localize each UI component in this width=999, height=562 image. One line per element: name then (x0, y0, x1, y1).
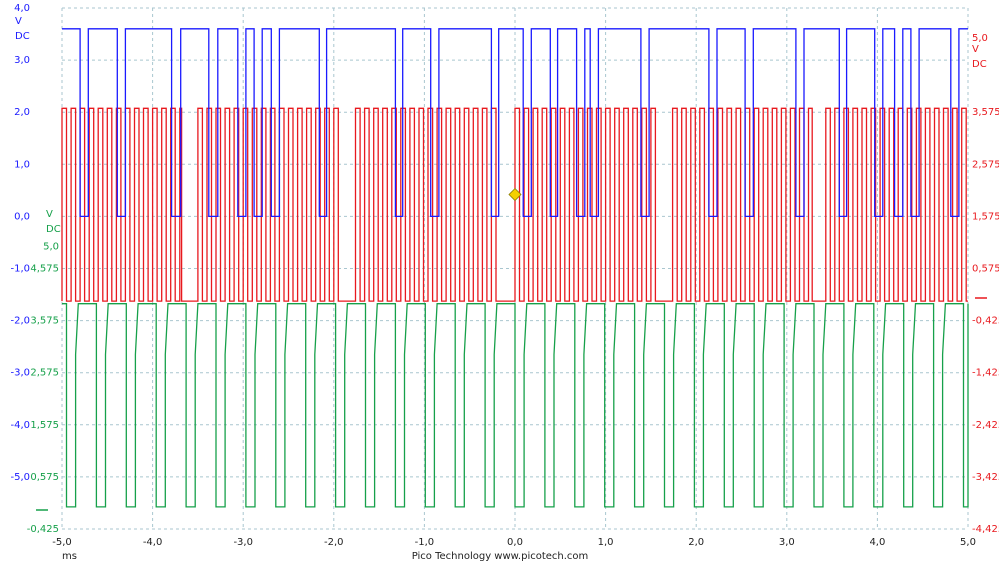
x-tick-label: -2,0 (324, 537, 344, 548)
trigger-marker (508, 187, 522, 202)
axis-coupling: DC (972, 59, 987, 70)
x-axis-label: ms (62, 551, 77, 562)
y-tick-label: 3,0 (14, 55, 30, 66)
y-tick-label: -5,0 (10, 472, 30, 483)
x-tick-label: -1,0 (415, 537, 435, 548)
y-tick-label: 4,575 (30, 264, 59, 275)
x-tick-label: -4,0 (143, 537, 163, 548)
y-tick-label: 0,575 (30, 472, 59, 483)
y-tick-label: 1,575 (30, 420, 59, 431)
axis-coupling: DC (15, 31, 30, 42)
y-tick-label: 3,575 (30, 316, 59, 327)
axis-unit: V (972, 44, 979, 55)
x-tick-label: 4,0 (869, 537, 885, 548)
y-tick-label: 2,575 (972, 159, 999, 170)
waveform (62, 28, 968, 218)
y-tick-label: -2,0 (10, 316, 30, 327)
x-tick-label: 0,0 (507, 537, 523, 548)
x-tick-label: -3,0 (233, 537, 253, 548)
waveform (61, 107, 968, 302)
x-tick-label: 2,0 (688, 537, 704, 548)
y-tick-label: -4,425 (972, 524, 999, 535)
y-tick-label: 5,0 (972, 33, 988, 44)
x-tick-label: -5,0 (52, 537, 72, 548)
x-tick-label: 1,0 (598, 537, 614, 548)
y-tick-label: 0,575 (972, 264, 999, 275)
y-tick-label: -2,425 (972, 420, 999, 431)
x-tick-label: 5,0 (960, 537, 976, 548)
footer: Pico Technology www.picotech.com (412, 551, 589, 562)
y-tick-label: 5,0 (43, 241, 59, 252)
y-tick-label: -1,0 (10, 264, 30, 275)
y-tick-label: -3,0 (10, 368, 30, 379)
y-tick-label: 4,0 (14, 3, 30, 14)
y-tick-label: 2,0 (14, 107, 30, 118)
y-tick-label: 0,0 (14, 211, 30, 222)
y-tick-label: 1,575 (972, 211, 999, 222)
y-tick-label: 1,0 (14, 159, 30, 170)
y-tick-label: 2,575 (30, 368, 59, 379)
x-tick-label: 3,0 (779, 537, 795, 548)
axis-coupling: DC (46, 224, 61, 235)
y-tick-label: -3,425 (972, 472, 999, 483)
axis-unit: V (15, 16, 22, 27)
y-tick-label: -0,425 (972, 316, 999, 327)
waveform (62, 303, 969, 508)
y-tick-label: 3,575 (972, 107, 999, 118)
axis-unit: V (46, 209, 53, 220)
y-tick-label: -1,425 (972, 368, 999, 379)
y-tick-label: -4,0 (10, 420, 30, 431)
y-tick-label: -0,425 (27, 524, 59, 535)
